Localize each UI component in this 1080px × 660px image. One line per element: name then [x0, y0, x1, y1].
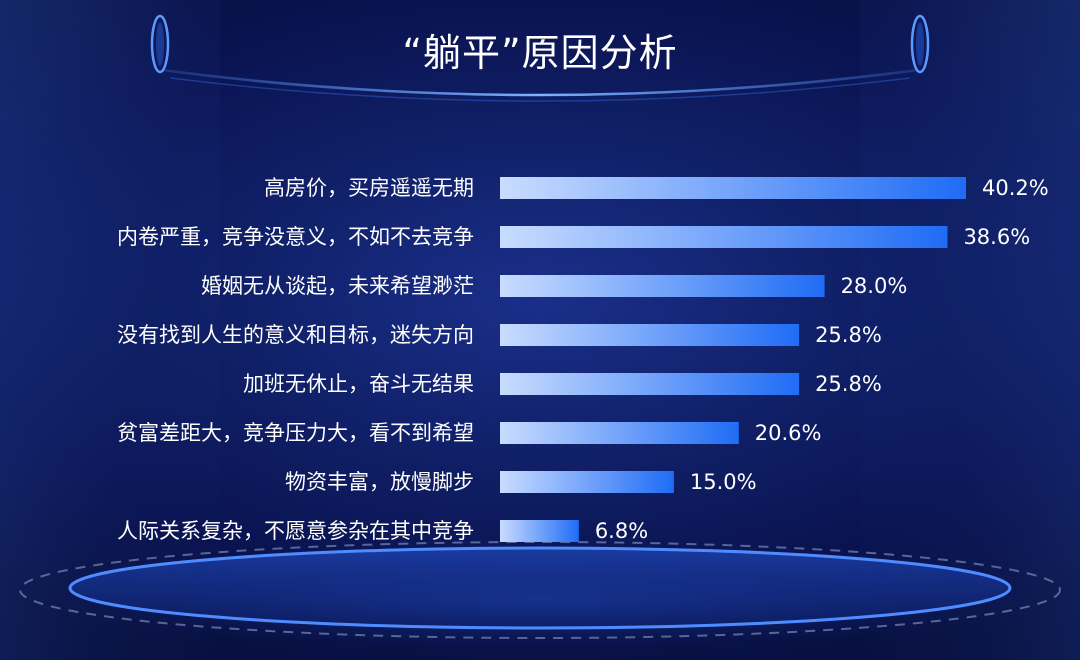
bar: [500, 471, 674, 493]
value-label: 15.0%: [690, 470, 757, 494]
chart-title: “躺平”原因分析: [402, 31, 678, 75]
title-scroll-left: [150, 14, 170, 74]
value-label: 20.6%: [755, 421, 822, 445]
title-frame-curve: [161, 68, 919, 97]
value-label: 6.8%: [595, 519, 648, 543]
category-label: 物资丰富，放慢脚步: [285, 470, 474, 494]
category-label: 婚姻无从谈起，未来希望渺茫: [201, 274, 474, 298]
platform-dashed-ring: [19, 541, 1061, 639]
category-label: 没有找到人生的意义和目标，迷失方向: [117, 323, 474, 347]
bar: [500, 324, 800, 346]
title-frame-curve-inner: [169, 77, 911, 102]
category-label: 高房价，买房遥遥无期: [264, 176, 474, 200]
bar: [500, 177, 966, 199]
bar: [500, 373, 800, 395]
bars-group: 高房价，买房遥遥无期 40.2% 内卷严重，竞争没意义，不如不去竞争 38.6% 婚姻无…: [117, 176, 1049, 543]
value-label: 38.6%: [963, 225, 1030, 249]
bar: [500, 226, 948, 248]
bar: [500, 275, 825, 297]
title-scroll-right: [910, 14, 930, 74]
category-label: 加班无休止，奋斗无结果: [243, 372, 474, 396]
category-label: 贫富差距大，竞争压力大，看不到希望: [117, 421, 474, 445]
value-label: 25.8%: [815, 323, 882, 347]
category-label: 内卷严重，竞争没意义，不如不去竞争: [117, 225, 474, 249]
bar: [500, 422, 739, 444]
platform-disc: [68, 546, 1012, 630]
bar: [500, 520, 579, 542]
category-label: 人际关系复杂，不愿意参杂在其中竞争: [117, 519, 474, 543]
value-label: 28.0%: [841, 274, 908, 298]
value-label: 25.8%: [815, 372, 882, 396]
value-label: 40.2%: [982, 176, 1049, 200]
